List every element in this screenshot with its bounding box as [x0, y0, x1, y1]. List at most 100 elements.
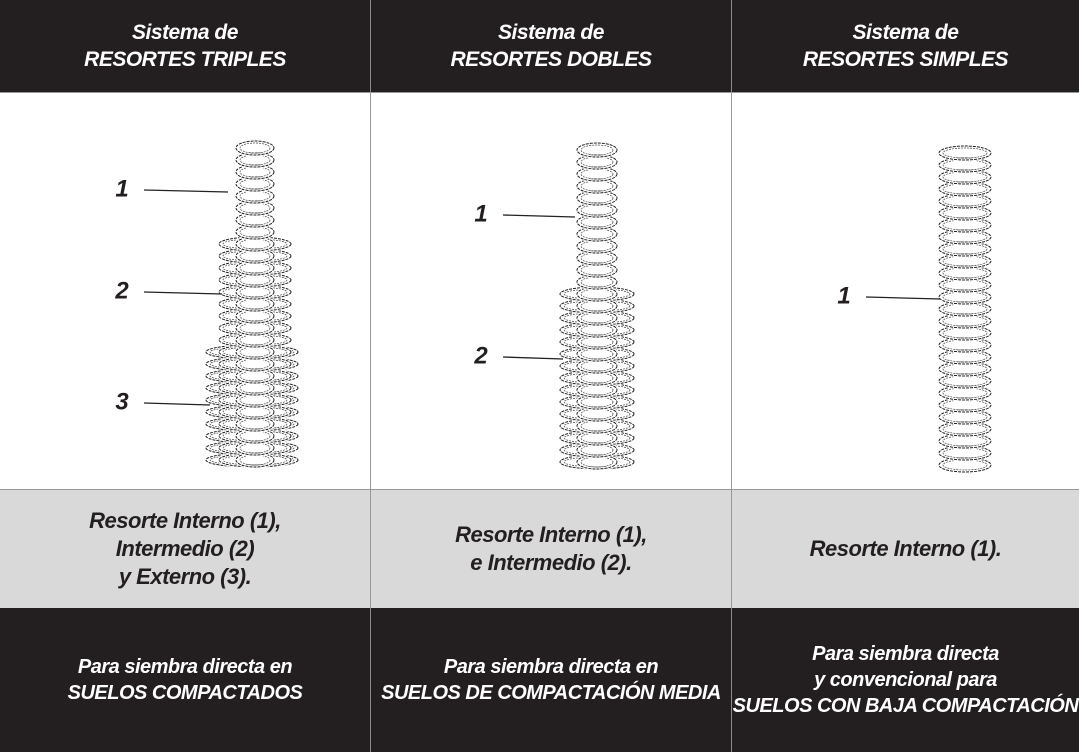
- usage-text: Para siembra directa: [812, 643, 999, 665]
- spring-coil: [576, 370, 618, 386]
- description-row: Resorte Interno (1), Intermedio (2) y Exte…: [0, 490, 1079, 608]
- spring-coil: [938, 181, 992, 197]
- spring-coil: [938, 241, 992, 257]
- spring-coil: [239, 142, 271, 154]
- spring-coil: [235, 140, 275, 156]
- image-cell: [731, 93, 1079, 489]
- spring-coil: [576, 202, 618, 218]
- table-cell: Resorte Interno (1).: [731, 490, 1079, 608]
- header-text: Sistema de: [498, 21, 604, 44]
- spring-coil: [576, 190, 618, 206]
- spring-coil: [576, 310, 618, 326]
- spring-coil: [938, 277, 992, 293]
- spring-coil: [938, 265, 992, 281]
- usage-text: Para siembra directa en: [77, 656, 293, 678]
- spring-coil: [576, 430, 618, 446]
- description-text: Resorte Interno (1).: [809, 536, 1002, 561]
- description-text: Intermedio (2): [115, 536, 255, 561]
- spring-coil: [938, 145, 992, 161]
- header-text: Sistema de: [852, 21, 959, 44]
- description-text: e Intermedio (2).: [470, 550, 632, 575]
- spring-label: 2: [114, 277, 129, 304]
- table-cell: Resorte Interno (1), e Intermedio (2).: [370, 490, 731, 608]
- description-text: Resorte Interno (1),: [89, 508, 281, 533]
- spring-label: 1: [115, 175, 128, 202]
- spring-coil: [938, 325, 992, 341]
- spring-coil: [938, 385, 992, 401]
- spring-coil: [576, 286, 618, 302]
- spring-coil: [576, 262, 618, 278]
- spring-coil: [938, 217, 992, 233]
- usage-row: Para siembra directa en SUELOS COMPACTADO…: [0, 608, 1079, 752]
- spring-coil: [938, 313, 992, 329]
- spring-coil: [938, 157, 992, 173]
- table-cell: Resorte Interno (1), Intermedio (2) y Exte…: [0, 490, 370, 608]
- spring-coil: [938, 409, 992, 425]
- spring-coil: [576, 250, 618, 266]
- table-cell: Para siembra directa en SUELOS COMPACTADO…: [0, 608, 370, 752]
- image-cell: [370, 93, 731, 489]
- header-text: RESORTES SIMPLES: [802, 48, 1009, 71]
- spring-coil: [563, 456, 631, 468]
- spring-coil: [938, 433, 992, 449]
- spring-coil: [576, 298, 618, 314]
- spring-coil: [576, 418, 618, 434]
- table-cell: Sistema de RESORTES TRIPLES: [0, 0, 370, 92]
- spring-coil: [576, 238, 618, 254]
- spring-label: 3: [115, 388, 129, 415]
- spring-coil: [942, 147, 988, 159]
- spring-coil: [576, 226, 618, 242]
- spring-coil: [576, 322, 618, 338]
- description-text: y Externo (3).: [118, 564, 252, 589]
- leader-line: [143, 291, 223, 295]
- spring-label: 2: [473, 342, 488, 369]
- spring-coil: [576, 334, 618, 350]
- leader-line: [143, 189, 229, 193]
- spring-coil: [580, 144, 614, 156]
- spring-coil: [938, 193, 992, 209]
- spring-coil: [576, 346, 618, 362]
- spring-label: 1: [837, 282, 850, 309]
- header-text: RESORTES DOBLES: [450, 48, 652, 71]
- spring-coil: [576, 274, 618, 290]
- header-text: Sistema de: [132, 21, 238, 44]
- image-row: [0, 92, 1079, 490]
- spring-coil: [938, 253, 992, 269]
- spring-coil: [938, 361, 992, 377]
- spring-coil: [576, 358, 618, 374]
- spring-coil: [938, 397, 992, 413]
- leader-line: [502, 356, 564, 360]
- spring-coil: [938, 229, 992, 245]
- spring-coil: [938, 289, 992, 305]
- spring-coil: [576, 394, 618, 410]
- table-cell: Sistema de RESORTES DOBLES: [370, 0, 731, 92]
- spring-coil: [576, 214, 618, 230]
- table-cell: Para siembra directa en SUELOS DE COMPACT…: [370, 608, 731, 752]
- spring-coil: [576, 166, 618, 182]
- header-text: RESORTES TRIPLES: [84, 48, 286, 71]
- spring-coil: [938, 205, 992, 221]
- spring-coil: [938, 445, 992, 461]
- usage-text: SUELOS COMPACTADOS: [67, 682, 303, 704]
- description-text: Resorte Interno (1),: [455, 522, 647, 547]
- spring-coil: [576, 406, 618, 422]
- spring-coil: [938, 373, 992, 389]
- spring-coil: [938, 349, 992, 365]
- usage-text: SUELOS CON BAJA COMPACTACIÓN: [732, 695, 1079, 717]
- spring-coil: [576, 442, 618, 458]
- spring-coil: [938, 457, 992, 473]
- header-row: Sistema de RESORTES TRIPLES Sistema de RESO…: [0, 0, 1079, 92]
- spring-coil: [576, 142, 618, 158]
- spring-coil: [938, 421, 992, 437]
- table-cell: Sistema de RESORTES SIMPLES: [731, 0, 1079, 92]
- spring-coil: [938, 337, 992, 353]
- usage-text: y convencional para: [814, 669, 997, 691]
- spring-coil: [938, 301, 992, 317]
- spring-coil: [938, 169, 992, 185]
- usage-text: SUELOS DE COMPACTACIÓN MEDIA: [381, 682, 721, 704]
- leader-line: [502, 214, 576, 218]
- usage-text: Para siembra directa en: [443, 656, 659, 678]
- spring-coil: [576, 382, 618, 398]
